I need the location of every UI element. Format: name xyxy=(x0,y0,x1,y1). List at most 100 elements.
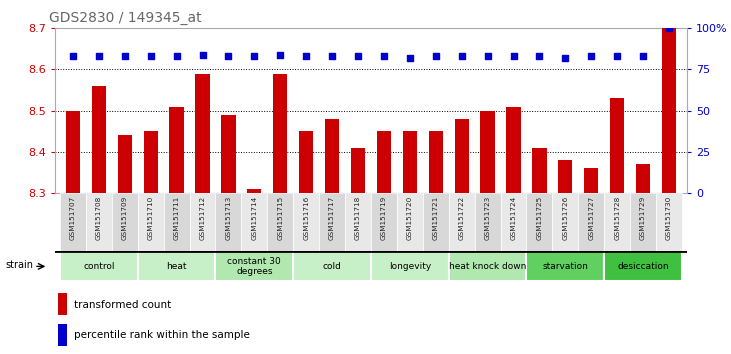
Bar xyxy=(584,168,599,193)
Bar xyxy=(58,293,67,315)
Bar xyxy=(319,193,345,251)
Point xyxy=(482,53,493,59)
Text: GSM151720: GSM151720 xyxy=(407,196,413,240)
Text: GSM151722: GSM151722 xyxy=(458,196,465,240)
Point xyxy=(145,53,156,59)
Bar xyxy=(636,164,650,193)
Bar xyxy=(526,193,553,251)
Bar xyxy=(449,251,526,281)
Bar xyxy=(578,193,605,251)
Point xyxy=(534,53,545,59)
Bar xyxy=(60,251,137,281)
Bar xyxy=(58,324,67,346)
Bar xyxy=(449,193,474,251)
Text: GSM151715: GSM151715 xyxy=(277,196,284,240)
Point xyxy=(326,53,338,59)
Bar xyxy=(195,74,210,193)
Bar xyxy=(143,131,158,193)
Text: GSM151721: GSM151721 xyxy=(433,196,439,240)
Text: GSM151714: GSM151714 xyxy=(251,196,257,240)
Point xyxy=(430,53,442,59)
Bar xyxy=(60,193,86,251)
Text: GSM151719: GSM151719 xyxy=(381,196,387,240)
Text: heat: heat xyxy=(167,262,187,271)
Text: strain: strain xyxy=(6,260,34,270)
Point xyxy=(456,53,468,59)
Bar xyxy=(325,119,339,193)
Text: control: control xyxy=(83,262,115,271)
Bar xyxy=(118,135,132,193)
Point xyxy=(404,55,416,61)
Bar xyxy=(376,131,391,193)
Bar xyxy=(86,193,112,251)
Text: GDS2830 / 149345_at: GDS2830 / 149345_at xyxy=(48,11,201,24)
Text: GSM151707: GSM151707 xyxy=(70,196,76,240)
Point xyxy=(507,53,519,59)
Bar xyxy=(610,98,624,193)
Text: percentile rank within the sample: percentile rank within the sample xyxy=(74,330,250,340)
Text: GSM151725: GSM151725 xyxy=(537,196,542,240)
Text: GSM151724: GSM151724 xyxy=(510,196,517,240)
Bar xyxy=(299,131,314,193)
Bar xyxy=(216,251,293,281)
Point xyxy=(249,53,260,59)
Point xyxy=(274,52,286,57)
Point xyxy=(223,53,235,59)
Bar xyxy=(268,193,293,251)
Point xyxy=(352,53,364,59)
Bar xyxy=(397,193,423,251)
Text: GSM151718: GSM151718 xyxy=(355,196,361,240)
Text: constant 30
degrees: constant 30 degrees xyxy=(227,257,281,276)
Bar xyxy=(371,251,449,281)
Point xyxy=(197,52,208,57)
Bar xyxy=(137,251,216,281)
Text: GSM151710: GSM151710 xyxy=(148,196,154,240)
Bar xyxy=(92,86,106,193)
Point xyxy=(171,53,183,59)
Bar xyxy=(293,251,371,281)
Text: GSM151709: GSM151709 xyxy=(122,196,128,240)
Point xyxy=(300,53,312,59)
Text: GSM151708: GSM151708 xyxy=(96,196,102,240)
Bar xyxy=(480,110,495,193)
Text: longevity: longevity xyxy=(389,262,431,271)
Bar xyxy=(273,74,287,193)
Text: GSM151716: GSM151716 xyxy=(303,196,309,240)
Text: desiccation: desiccation xyxy=(617,262,669,271)
Point xyxy=(663,25,675,31)
Text: GSM151711: GSM151711 xyxy=(174,196,180,240)
Text: GSM151723: GSM151723 xyxy=(485,196,491,240)
Bar xyxy=(428,131,443,193)
Bar xyxy=(455,119,469,193)
Bar xyxy=(423,193,449,251)
Bar xyxy=(403,131,417,193)
Text: GSM151712: GSM151712 xyxy=(200,196,205,240)
Point xyxy=(378,53,390,59)
Point xyxy=(67,53,79,59)
Bar xyxy=(345,193,371,251)
Bar xyxy=(371,193,397,251)
Bar xyxy=(247,189,262,193)
Point xyxy=(637,53,649,59)
Text: heat knock down: heat knock down xyxy=(449,262,526,271)
Bar xyxy=(662,28,676,193)
Point xyxy=(611,53,623,59)
Text: GSM151728: GSM151728 xyxy=(614,196,620,240)
Bar xyxy=(216,193,241,251)
Text: GSM151726: GSM151726 xyxy=(562,196,568,240)
Point xyxy=(586,53,597,59)
Text: GSM151729: GSM151729 xyxy=(640,196,646,240)
Bar xyxy=(474,193,501,251)
Bar xyxy=(112,193,137,251)
Point xyxy=(93,53,105,59)
Text: GSM151717: GSM151717 xyxy=(329,196,335,240)
Bar xyxy=(221,115,235,193)
Bar xyxy=(241,193,268,251)
Text: starvation: starvation xyxy=(542,262,588,271)
Text: GSM151713: GSM151713 xyxy=(225,196,232,240)
Text: cold: cold xyxy=(322,262,341,271)
Bar xyxy=(526,251,605,281)
Bar xyxy=(532,148,547,193)
Bar xyxy=(293,193,319,251)
Bar xyxy=(553,193,578,251)
